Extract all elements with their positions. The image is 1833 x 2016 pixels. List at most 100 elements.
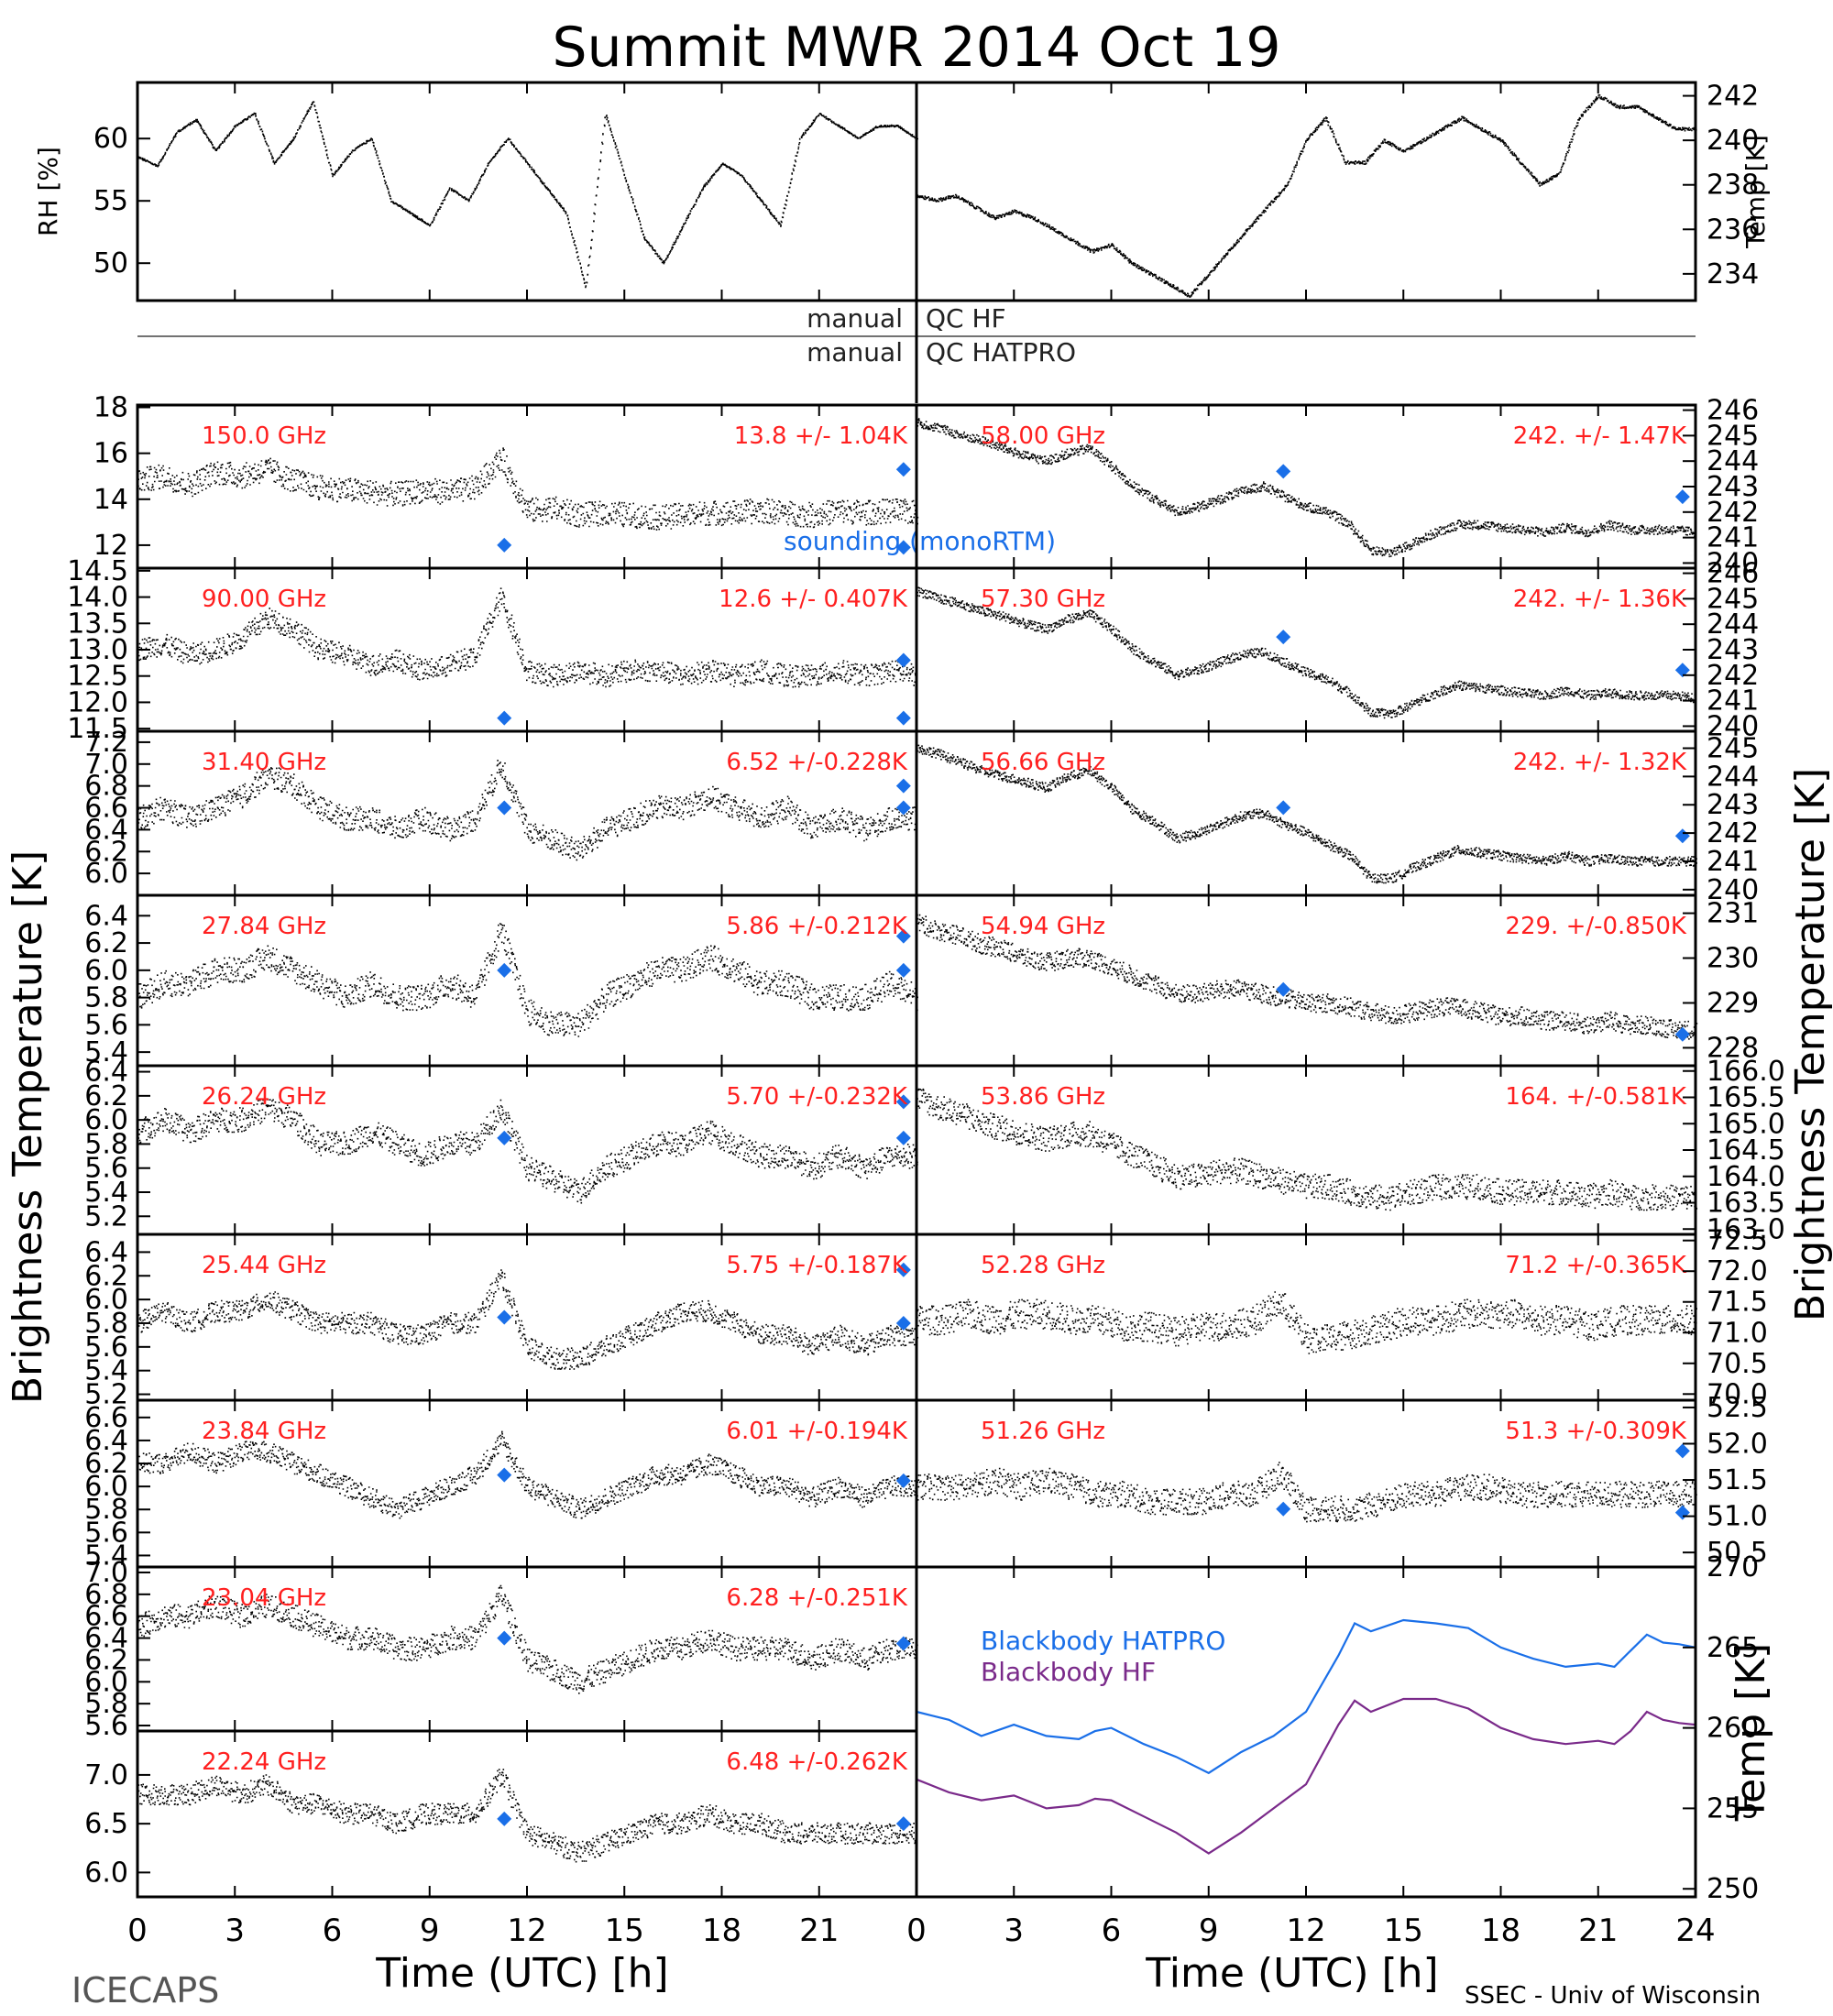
channel-label: 57.30 GHz [981, 586, 1105, 613]
y-tick-label: 163.5 [1707, 1188, 1785, 1220]
y-tick-label: 5.8 [84, 1494, 128, 1526]
sounding-marker [1276, 1501, 1291, 1517]
stat-label: 6.52 +/-0.228K [726, 749, 908, 776]
stat-label: 164. +/-0.581K [1505, 1083, 1687, 1111]
x-tick-label: 21 [799, 1912, 839, 1949]
y-tick-label: 72.5 [1707, 1225, 1768, 1257]
y-tick-label: 6.0 [84, 1471, 128, 1503]
series-r5126 [916, 1462, 1697, 1523]
channel-label: 90.00 GHz [202, 586, 326, 613]
series-l2784 [137, 923, 918, 1037]
data-points-rh [137, 101, 918, 289]
qc-hatpro-label: QC HATPRO [926, 337, 1076, 367]
sounding-marker [1276, 464, 1291, 479]
panel-l2304: 23.04 GHz 6.28 +/-0.251K5.65.86.06.26.46.… [84, 1557, 918, 1742]
y-tick-label: 270 [1707, 1551, 1759, 1583]
sounding-marker [895, 652, 911, 668]
bb-hf-legend: Blackbody HF [981, 1657, 1156, 1687]
panel-bb: 250 255 260 265 270 Temp [K] [915, 1551, 1774, 1905]
y-tick-label: 6.0 [84, 1284, 128, 1316]
y-tick-label: 6.2 [84, 927, 128, 959]
y-tick-label: 60 [93, 123, 128, 155]
panel-rh: 50 55 60 RH [%] [33, 81, 918, 302]
y-tick-label: 238 [1707, 170, 1759, 202]
channel-label: 25.44 GHz [202, 1252, 326, 1279]
panel-r5800: 58.00 GHz 242. +/- 1.47K24024124224324424… [915, 395, 1759, 579]
y-tick-label: 5.4 [84, 1539, 128, 1572]
right-y-axis-label: Brightness Temperature [K] [1787, 768, 1833, 1321]
y-tick-label: 234 [1707, 258, 1759, 290]
sounding-marker [497, 1309, 512, 1325]
sounding-marker [895, 778, 911, 794]
y-tick-label: 6.4 [84, 1057, 128, 1089]
stat-label: 71.2 +/-0.365K [1505, 1252, 1687, 1279]
y-tick-label: 241 [1707, 846, 1759, 878]
y-tick-label: 6.4 [84, 1236, 128, 1268]
footer-ssec: SSEC - Univ of Wisconsin [1465, 1982, 1761, 2010]
left-y-axis-label: Brightness Temperature [K] [5, 850, 51, 1404]
stat-label: 13.8 +/- 1.04K [734, 422, 908, 450]
panel-l90: 90.00 GHz 12.6 +/- 0.407K 11.512.012.513.0… [67, 555, 918, 745]
y-tick-label: 52.5 [1707, 1392, 1768, 1424]
sounding-marker [895, 1816, 911, 1832]
y-tick-label: 163.0 [1707, 1213, 1785, 1245]
sounding-marker [895, 710, 911, 726]
sounding-legend: sounding (monoRTM) [784, 526, 1056, 556]
y-axis-label-rh: RH [%] [33, 147, 63, 236]
y-tick-label: 12.0 [67, 686, 128, 718]
x-tick-label: 6 [323, 1912, 343, 1949]
y-tick-label: 5.8 [84, 1308, 128, 1340]
y-tick-label: 6.4 [84, 900, 128, 932]
stat-label: 12.6 +/- 0.407K [719, 586, 908, 613]
y-tick-label: 6.0 [84, 1666, 128, 1698]
y-tick-label: 250 [1707, 1873, 1759, 1905]
y-tick-label: 5.2 [84, 1379, 128, 1411]
y-tick-label: 5.4 [84, 1177, 128, 1209]
panel-r5666: 56.66 GHz 242. +/- 1.32K 24024124224324424… [915, 729, 1759, 906]
y-tick-label: 72.0 [1707, 1255, 1768, 1287]
sounding-marker [497, 800, 512, 816]
y-tick-label: 14.0 [67, 582, 128, 614]
sounding-marker [497, 1630, 512, 1646]
qc-hf-label: QC HF [926, 303, 1006, 334]
panel-r5386: 53.86 GHz 164. +/-0.581K163.0163.5164.016… [915, 1056, 1785, 1245]
channel-label: 53.86 GHz [981, 1083, 1105, 1111]
stat-label: 5.75 +/-0.187K [726, 1252, 908, 1279]
y-tick-label: 5.6 [84, 1153, 128, 1185]
y-tick-label: 165.0 [1707, 1108, 1785, 1140]
sounding-marker [1276, 800, 1291, 816]
stat-label: 5.70 +/-0.232K [726, 1083, 908, 1111]
y-tick-label: 12 [93, 530, 128, 562]
qc-hf-manual-label: manual [807, 303, 903, 334]
sounding-marker [895, 1473, 911, 1488]
channel-label: 51.26 GHz [981, 1418, 1105, 1445]
y-tick-label: 70.0 [1707, 1378, 1768, 1410]
sounding-marker [1674, 1505, 1690, 1520]
y-tick-label: 165.5 [1707, 1082, 1785, 1114]
channel-label: 27.84 GHz [202, 913, 326, 940]
channel-label: 52.28 GHz [981, 1252, 1105, 1279]
x-tick-label: 6 [1102, 1912, 1122, 1949]
series-rh [137, 101, 918, 289]
sounding-marker [895, 800, 911, 816]
stat-label: 6.28 +/-0.251K [726, 1584, 908, 1612]
y-tick-label: 6.2 [84, 1644, 128, 1676]
panel-l2624: 26.24 GHz 5.70 +/-0.232K5.25.45.65.86.06.… [84, 1057, 918, 1236]
y-tick-label: 228 [1707, 1032, 1759, 1064]
sounding-marker [1276, 630, 1291, 645]
y-tick-label: 50.5 [1707, 1537, 1768, 1569]
y-tick-label: 6.4 [84, 1623, 128, 1655]
channel-label: 150.0 GHz [202, 422, 326, 450]
data-points-l2544 [137, 1269, 919, 1370]
y-tick-label: 243 [1707, 471, 1759, 503]
data-points-temp [916, 93, 1697, 298]
x-axis-label-left: Time (UTC) [h] [375, 1950, 668, 1997]
bb-hatpro-legend: Blackbody HATPRO [981, 1626, 1225, 1656]
x-tick-label: 3 [1004, 1912, 1024, 1949]
qc-hatpro-manual-label: manual [807, 337, 903, 367]
y-tick-label: 242 [1707, 497, 1759, 529]
y-tick-label: 70.5 [1707, 1348, 1768, 1380]
y-tick-label: 242 [1707, 81, 1759, 113]
